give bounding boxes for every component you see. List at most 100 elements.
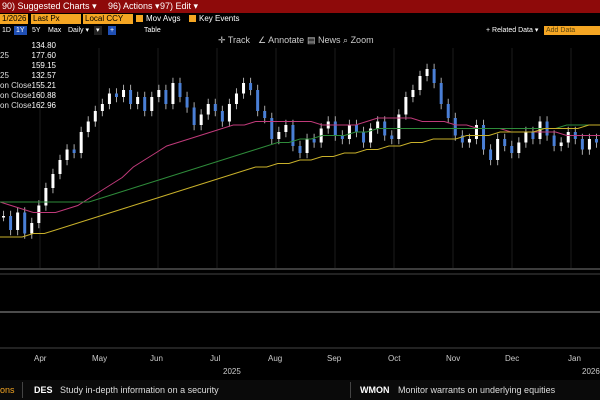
candle-body	[580, 139, 584, 150]
period-1d[interactable]: 1D	[2, 27, 11, 34]
crosshair-icon: ✛	[218, 35, 226, 45]
divider	[22, 382, 23, 398]
candle-body	[333, 121, 337, 136]
candle-body	[517, 142, 521, 153]
candle-body	[496, 139, 500, 160]
candle-body	[291, 125, 295, 146]
candle-body	[369, 128, 373, 143]
mov-avgs-toggle[interactable]: Mov Avgs	[134, 14, 181, 24]
related-data-menu[interactable]: + Related Data ▾	[486, 27, 539, 34]
candle-body	[312, 139, 316, 143]
x-tick-label: Dec	[505, 354, 520, 363]
candle-body	[242, 83, 246, 94]
candle-body	[347, 125, 351, 139]
candle-body	[552, 135, 556, 146]
menu-edit[interactable]: 97) Edit ▾	[160, 1, 199, 11]
hint-des-code[interactable]: DES	[34, 385, 53, 395]
currency-select[interactable]: Local CCY	[83, 14, 133, 24]
legend-row: 25 177.60	[0, 51, 56, 60]
add-data-field[interactable]: Add Data	[544, 26, 600, 35]
x-tick-label: Apr	[34, 354, 47, 363]
x-tick-label: Aug	[268, 354, 283, 363]
x-tick-label: Nov	[446, 354, 461, 363]
hint-wmon-code[interactable]: WMON	[360, 385, 390, 395]
candle-body	[30, 223, 34, 234]
candle-body	[213, 104, 217, 111]
candle-body	[594, 139, 598, 143]
candle-body	[44, 188, 48, 206]
x-tick-label: Sep	[327, 354, 342, 363]
table-toggle[interactable]: Table	[144, 27, 161, 34]
annotate-tool[interactable]: ∠ Annotate	[258, 35, 305, 45]
candle-body	[390, 135, 394, 139]
hint-des-desc[interactable]: Study in-depth information on a security	[60, 385, 219, 395]
candle-body	[107, 93, 111, 104]
period-selector: 1D 1Y 5Y Max Daily ▾ ▾ + Table + Related…	[0, 25, 600, 36]
candle-body	[256, 90, 260, 111]
news-icon: ▤	[307, 35, 316, 45]
frequency-down-button[interactable]: ▾	[94, 26, 102, 35]
candle-body	[58, 160, 62, 174]
period-1y[interactable]: 1Y	[14, 26, 27, 35]
candle-body	[397, 114, 401, 139]
legend-row: on Close 160.88	[0, 91, 56, 100]
candle-body	[86, 121, 90, 132]
candle-body	[79, 132, 83, 153]
candle-body	[122, 90, 126, 97]
price-field-select[interactable]: Last Px	[31, 14, 81, 24]
hint-fragment[interactable]: ons	[0, 385, 15, 395]
year-label: 2025	[223, 367, 241, 376]
x-tick-label: Oct	[388, 354, 401, 363]
price-chart[interactable]	[0, 48, 600, 378]
menu-suggested-charts[interactable]: 90) Suggested Charts ▾	[2, 1, 97, 11]
candle-body	[270, 118, 274, 139]
menu-bar: 90) Suggested Charts ▾ 96) Actions ▾ 97)…	[0, 0, 600, 13]
menu-actions[interactable]: 96) Actions ▾	[108, 1, 160, 11]
key-events-toggle[interactable]: Key Events	[187, 14, 239, 24]
candle-body	[157, 90, 161, 97]
x-tick-label: Jan	[568, 354, 581, 363]
candle-body	[559, 142, 563, 146]
period-max[interactable]: Max	[48, 27, 62, 34]
candle-body	[192, 107, 196, 125]
candle-body	[446, 104, 450, 118]
candle-body	[234, 93, 238, 104]
candle-body	[503, 139, 507, 146]
hint-wmon-desc[interactable]: Monitor warrants on underlying equities	[398, 385, 556, 395]
chart-toolbar: 1/2026 Last Px Local CCY Mov Avgs Key Ev…	[0, 13, 600, 25]
date-range-field[interactable]: 1/2026	[0, 14, 28, 24]
x-tick-label: May	[92, 354, 108, 363]
candle-body	[164, 90, 168, 104]
legend-row: on Close 162.96	[0, 101, 56, 110]
zoom-tool[interactable]: ⌕ Zoom	[343, 35, 374, 45]
track-tool[interactable]: ✛ Track	[218, 35, 251, 45]
candle-body	[220, 111, 224, 122]
candle-body	[354, 125, 358, 132]
period-5y[interactable]: 5Y	[32, 27, 41, 34]
candle-body	[72, 149, 76, 153]
news-tool[interactable]: ▤ News	[307, 35, 341, 45]
candle-body	[227, 104, 231, 122]
mov-avgs-checkbox[interactable]	[136, 15, 143, 22]
key-events-checkbox[interactable]	[189, 15, 196, 22]
candle-body	[249, 83, 253, 90]
candle-body	[2, 216, 6, 218]
candle-body	[425, 69, 429, 76]
candle-body	[9, 216, 13, 230]
candle-body	[432, 69, 436, 83]
candle-body	[453, 118, 457, 136]
candle-body	[178, 83, 182, 97]
add-period-button[interactable]: +	[108, 26, 117, 35]
candle-series	[2, 63, 598, 239]
annotate-icon: ∠	[258, 35, 267, 45]
candle-body	[531, 132, 535, 139]
candle-body	[185, 97, 189, 108]
candle-body	[284, 125, 288, 132]
candle-body	[100, 104, 104, 111]
candle-body	[51, 174, 55, 188]
candle-body	[439, 83, 443, 104]
frequency-select[interactable]: Daily ▾	[68, 27, 90, 34]
legend-row: 159.15	[31, 61, 56, 70]
candle-body	[23, 212, 27, 234]
moving-average-yellow-line	[0, 124, 600, 238]
